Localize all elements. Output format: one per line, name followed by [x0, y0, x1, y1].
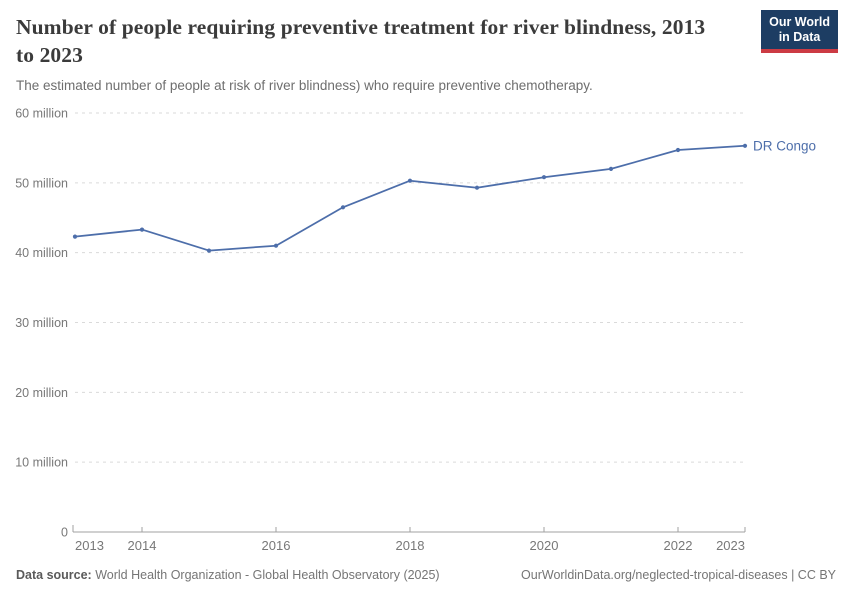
owid-logo-line1: Our World [769, 15, 830, 29]
series-line [74, 144, 746, 252]
data-point-marker[interactable] [206, 248, 212, 253]
owid-logo[interactable]: Our World in Data [761, 10, 838, 53]
chart-subtitle: The estimated number of people at risk o… [16, 78, 593, 93]
y-axis-tick-label: 50 million [15, 176, 68, 190]
data-point-marker[interactable] [608, 166, 614, 171]
data-point-marker[interactable] [474, 185, 480, 190]
y-axis-tick-label: 0 [61, 526, 68, 540]
x-axis-tick-label: 2018 [396, 538, 425, 553]
y-axis-tick-label: 20 million [15, 386, 68, 400]
y-axis-tick-label: 10 million [15, 456, 68, 470]
chart-title: Number of people requiring preventive tr… [16, 15, 706, 67]
data-point-marker[interactable] [72, 234, 78, 239]
data-source-note: Data source: World Health Organization -… [16, 568, 440, 582]
x-axis-tick-label: 2016 [262, 538, 291, 553]
y-axis-tick-label: 30 million [15, 316, 68, 330]
data-source-text: World Health Organization - Global Healt… [91, 568, 440, 582]
x-axis-tick-label: 2023 [716, 538, 745, 553]
x-axis-tick-label: 2020 [530, 538, 559, 553]
x-axis-tick-label: 2014 [128, 538, 157, 553]
data-point-marker[interactable] [675, 147, 681, 153]
data-source-label: Data source: [16, 568, 92, 582]
data-point-marker[interactable] [541, 175, 547, 180]
data-point-marker[interactable] [139, 227, 145, 232]
chart-header: Number of people requiring preventive tr… [16, 13, 756, 93]
y-axis-tick-label: 60 million [15, 107, 68, 121]
data-point-marker[interactable] [273, 243, 279, 248]
y-axis-tick-label: 40 million [15, 246, 68, 260]
line-chart-canvas[interactable]: 0 10 million 20 million 30 million 40 millio… [0, 95, 850, 565]
series-entity-label[interactable]: DR Congo [753, 138, 816, 153]
chart-footer: Data source: World Health Organization -… [16, 568, 836, 582]
x-axis-tick-label: 2022 [664, 538, 693, 553]
data-point-marker[interactable] [340, 205, 346, 210]
footer-link[interactable]: OurWorldinData.org/neglected-tropical-di… [521, 568, 836, 582]
owid-logo-line2: in Data [778, 30, 821, 44]
x-axis-tick-label: 2013 [75, 538, 104, 553]
data-point-marker[interactable] [407, 178, 413, 183]
data-point-marker[interactable] [742, 143, 748, 148]
line-chart-svg: 0 10 million 20 million 30 million 40 millio… [15, 107, 816, 554]
footer-url[interactable]: OurWorldinData.org/neglected-tropical-di… [521, 568, 836, 582]
